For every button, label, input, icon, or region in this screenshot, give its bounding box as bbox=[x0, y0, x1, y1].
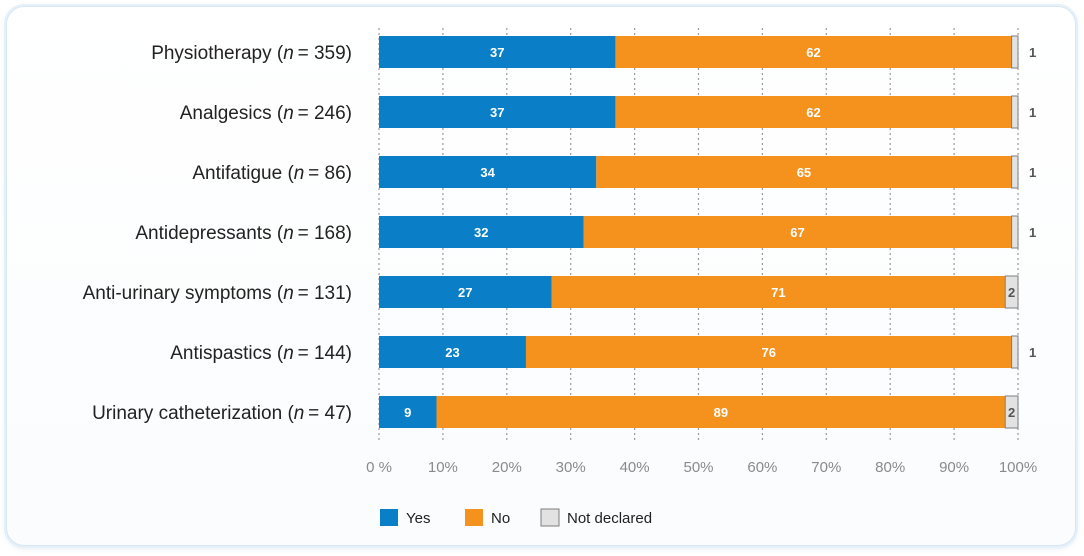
legend-label: Not declared bbox=[567, 510, 652, 527]
category-label: Physiotherapy (n = 359) bbox=[151, 43, 352, 64]
data-label: 23 bbox=[445, 345, 459, 360]
data-label: 37 bbox=[490, 105, 504, 120]
data-label: 71 bbox=[771, 285, 785, 300]
x-tick-label: 60% bbox=[747, 459, 777, 476]
data-label: 67 bbox=[790, 225, 804, 240]
bar-segment bbox=[1011, 335, 1019, 369]
data-label: 1 bbox=[1029, 345, 1036, 360]
bar-segment bbox=[379, 336, 526, 368]
x-tick-label: 90% bbox=[939, 459, 969, 476]
data-label: 2 bbox=[1008, 285, 1015, 300]
bar-segment bbox=[379, 156, 597, 188]
category-labels: Physiotherapy (n = 359) Analgesics (n = 2… bbox=[83, 43, 352, 424]
data-label: 1 bbox=[1029, 105, 1036, 120]
x-axis-ticks: 0 % 10% 20% 30% 40% 50% 60% 70% 80% 90% 100% bbox=[366, 459, 1037, 476]
data-label: 62 bbox=[806, 105, 820, 120]
bar-segment bbox=[1011, 95, 1019, 129]
bar-segment bbox=[436, 396, 1006, 428]
data-label: 9 bbox=[404, 405, 411, 420]
category-label: Antifatigue (n = 86) bbox=[192, 163, 352, 184]
legend-label: No bbox=[491, 510, 510, 527]
legend-swatch bbox=[540, 508, 560, 527]
data-label: 32 bbox=[474, 225, 488, 240]
bar-segment bbox=[583, 216, 1012, 248]
category-label: Antispastics (n = 144) bbox=[170, 343, 352, 364]
category-label: Antidepressants (n = 168) bbox=[135, 223, 352, 244]
bar-segment bbox=[551, 276, 1006, 308]
category-label: Urinary catheterization (n = 47) bbox=[92, 403, 352, 424]
bar-segment bbox=[1004, 395, 1019, 429]
legend: Yes No Not declared bbox=[380, 508, 652, 527]
x-tick-label: 30% bbox=[556, 459, 586, 476]
data-label: 27 bbox=[458, 285, 472, 300]
data-label: 34 bbox=[480, 165, 495, 180]
x-tick-label: 10% bbox=[428, 459, 458, 476]
x-tick-label: 40% bbox=[620, 459, 650, 476]
data-label: 37 bbox=[490, 45, 504, 60]
bar-segment bbox=[379, 276, 552, 308]
x-tick-label: 0 % bbox=[366, 459, 392, 476]
bar-segment bbox=[1011, 215, 1019, 249]
bar-segment bbox=[525, 336, 1012, 368]
bar-segment bbox=[615, 36, 1012, 68]
x-tick-label: 100% bbox=[999, 459, 1037, 476]
x-tick-label: 20% bbox=[492, 459, 522, 476]
bar-segment bbox=[596, 156, 1012, 188]
data-label: 1 bbox=[1029, 165, 1036, 180]
legend-swatch bbox=[380, 509, 398, 526]
bars: 37 62 1 37 62 1 34 65 1 32 67 1 27 71 2 23 76 1 9 89 2 bbox=[379, 35, 1036, 429]
bar-segment bbox=[379, 96, 616, 128]
bar-segment bbox=[1011, 155, 1019, 189]
x-tick-label: 70% bbox=[811, 459, 841, 476]
bar-segment bbox=[379, 216, 584, 248]
bar-segment bbox=[379, 396, 437, 428]
data-label: 62 bbox=[806, 45, 820, 60]
bar-segment bbox=[615, 96, 1012, 128]
category-label: Anti-urinary symptoms (n = 131) bbox=[83, 283, 352, 304]
legend-label: Yes bbox=[406, 510, 430, 527]
bar-segment bbox=[1011, 35, 1019, 69]
data-label: 2 bbox=[1008, 405, 1015, 420]
data-label: 1 bbox=[1029, 225, 1036, 240]
legend-swatch bbox=[465, 509, 483, 526]
data-label: 76 bbox=[762, 345, 776, 360]
data-label: 89 bbox=[714, 405, 728, 420]
bar-segment bbox=[379, 36, 616, 68]
bar-segment bbox=[1004, 275, 1019, 309]
data-label: 1 bbox=[1029, 45, 1036, 60]
x-tick-label: 80% bbox=[875, 459, 905, 476]
data-label: 65 bbox=[797, 165, 811, 180]
category-label: Analgesics (n = 246) bbox=[180, 103, 352, 124]
x-tick-label: 50% bbox=[683, 459, 713, 476]
